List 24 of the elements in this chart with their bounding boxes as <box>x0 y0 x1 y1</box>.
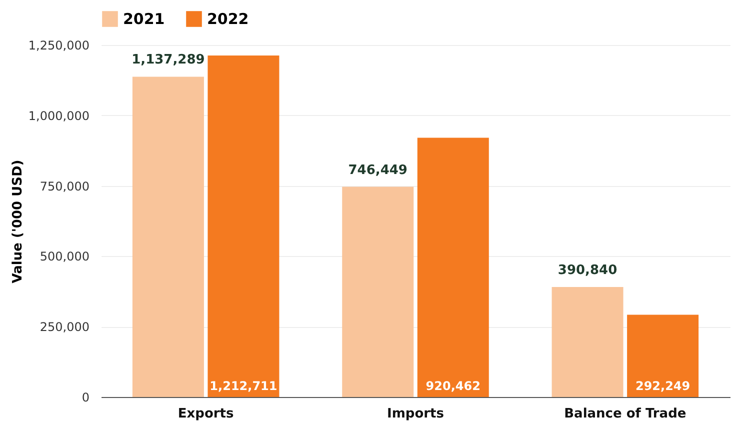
y-tick-label: 0 <box>82 390 90 404</box>
y-axis-title: Value ('000 USD) <box>10 160 26 284</box>
legend-label: 2021 <box>123 10 165 28</box>
data-label: 390,840 <box>558 262 618 278</box>
data-label: 1,212,711 <box>210 379 278 393</box>
data-label: 746,449 <box>348 162 408 178</box>
bar <box>208 56 280 397</box>
y-tick-label: 1,000,000 <box>28 108 90 123</box>
bar <box>552 286 624 397</box>
data-label: 292,249 <box>635 379 690 393</box>
x-tick-label: Exports <box>178 406 234 422</box>
y-tick-label: 500,000 <box>40 250 90 264</box>
bar <box>627 314 699 397</box>
x-tick-label: Balance of Trade <box>564 406 686 422</box>
bar <box>132 76 204 397</box>
x-tick-label: Imports <box>387 406 444 422</box>
y-tick-label: 1,250,000 <box>28 38 90 52</box>
bar <box>417 138 489 397</box>
y-tick-label: 750,000 <box>40 179 90 194</box>
data-label: 1,137,289 <box>132 52 205 68</box>
legend-label: 2022 <box>207 10 249 28</box>
bar <box>342 186 414 397</box>
y-tick-label: 250,000 <box>40 320 90 334</box>
data-label: 920,462 <box>426 379 480 393</box>
